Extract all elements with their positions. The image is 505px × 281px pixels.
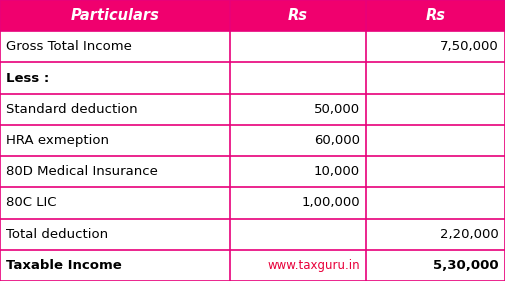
- Text: 2,20,000: 2,20,000: [440, 228, 499, 241]
- Bar: [0, 0, 230, 31]
- Text: 5,30,000: 5,30,000: [433, 259, 499, 272]
- Text: Standard deduction: Standard deduction: [6, 103, 138, 116]
- Bar: [0, 94, 505, 125]
- Bar: [366, 0, 505, 31]
- Text: 50,000: 50,000: [314, 103, 360, 116]
- Bar: [0, 250, 505, 281]
- Text: Rs: Rs: [426, 8, 445, 23]
- Text: HRA exmeption: HRA exmeption: [6, 134, 109, 147]
- Text: Total deduction: Total deduction: [6, 228, 108, 241]
- Bar: [230, 0, 366, 31]
- Bar: [0, 156, 505, 187]
- Text: Particulars: Particulars: [71, 8, 159, 23]
- Text: www.taxguru.in: www.taxguru.in: [268, 259, 360, 272]
- Text: Rs: Rs: [288, 8, 308, 23]
- Text: 80D Medical Insurance: 80D Medical Insurance: [6, 165, 158, 178]
- Bar: [0, 125, 505, 156]
- Text: 1,00,000: 1,00,000: [301, 196, 360, 209]
- Text: 80C LIC: 80C LIC: [6, 196, 57, 209]
- Text: 7,50,000: 7,50,000: [440, 40, 499, 53]
- Bar: [0, 31, 505, 62]
- Text: Less :: Less :: [6, 72, 49, 85]
- Text: 10,000: 10,000: [314, 165, 360, 178]
- Text: 60,000: 60,000: [314, 134, 360, 147]
- Bar: [0, 187, 505, 219]
- Text: Taxable Income: Taxable Income: [6, 259, 122, 272]
- Bar: [0, 219, 505, 250]
- Text: Gross Total Income: Gross Total Income: [6, 40, 132, 53]
- Bar: [0, 62, 505, 94]
